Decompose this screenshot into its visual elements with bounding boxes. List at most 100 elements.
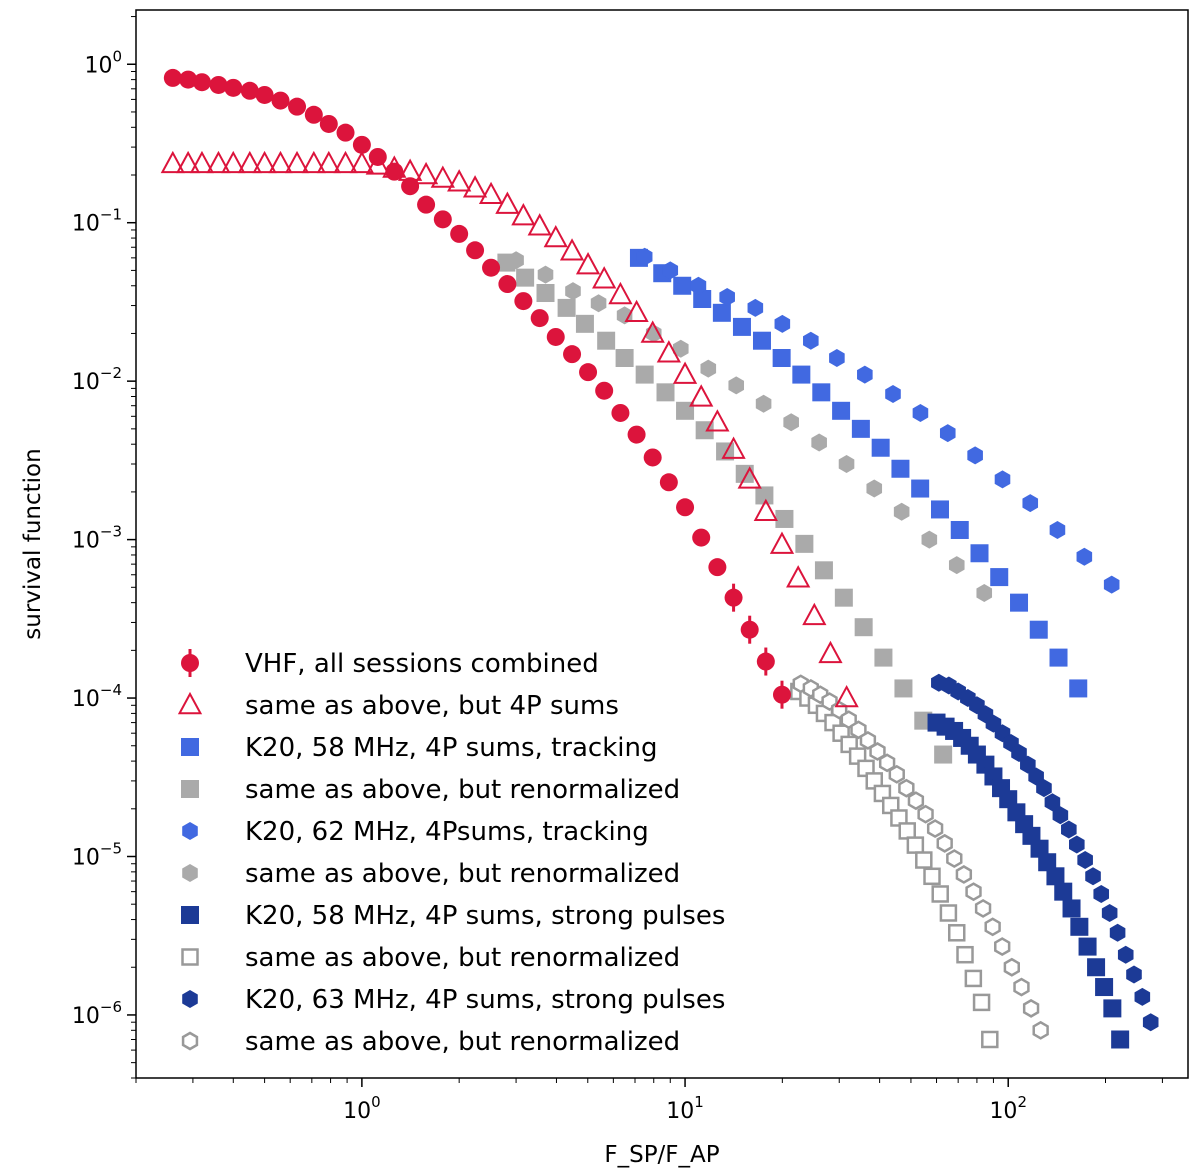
data-point — [284, 150, 310, 174]
data-point — [946, 849, 963, 869]
data-point — [447, 169, 472, 192]
data-point — [994, 937, 1011, 957]
data-point — [1069, 835, 1085, 854]
data-point — [627, 425, 646, 444]
data-point — [1028, 767, 1044, 786]
data-point — [662, 261, 679, 280]
data-point — [1142, 1013, 1159, 1032]
data-point — [871, 438, 890, 457]
data-point — [1038, 853, 1057, 872]
data-point — [179, 70, 198, 89]
data-point — [970, 544, 989, 563]
series-7 — [790, 682, 999, 1049]
data-point — [984, 917, 1001, 937]
y-tick-label: 10−3 — [72, 523, 122, 554]
data-point — [708, 558, 727, 577]
data-point — [176, 150, 201, 174]
legend-label: same as above, but 4P sums — [245, 691, 619, 721]
data-point — [635, 365, 654, 384]
data-point — [786, 565, 811, 588]
data-point — [592, 266, 617, 289]
data-point — [563, 345, 582, 364]
data-point — [579, 363, 598, 382]
data-point — [516, 268, 535, 287]
data-point — [990, 568, 1009, 587]
data-point — [1070, 917, 1089, 936]
data-point — [775, 509, 794, 528]
y-tick-label: 10−5 — [72, 839, 122, 870]
data-point — [608, 281, 633, 305]
legend-marker — [177, 691, 203, 715]
data-point — [450, 224, 469, 243]
data-point — [690, 276, 707, 295]
x-axis-ticks: 100 101 102 — [135, 1078, 1163, 1124]
data-point — [740, 620, 759, 639]
plot-area — [160, 68, 1159, 1049]
data-point — [192, 73, 211, 92]
data-point — [527, 213, 552, 236]
data-point — [1085, 867, 1101, 886]
data-point — [774, 314, 791, 333]
data-point — [891, 459, 910, 478]
y-tick-label: 10−1 — [72, 206, 122, 237]
legend-label: K20, 58 MHz, 4P sums, tracking — [245, 733, 657, 763]
data-point — [834, 588, 853, 607]
data-point — [724, 588, 743, 607]
data-point — [859, 731, 877, 750]
data-point — [917, 804, 934, 824]
data-point — [955, 865, 973, 884]
data-point — [221, 150, 246, 174]
data-point — [721, 436, 746, 459]
data-point — [689, 384, 714, 407]
data-point — [838, 455, 855, 473]
data-point — [829, 349, 845, 367]
data-point — [656, 340, 681, 363]
data-point — [735, 464, 754, 483]
data-point — [1011, 744, 1027, 762]
data-point — [948, 924, 966, 942]
data-point — [712, 303, 731, 322]
data-point — [209, 75, 228, 94]
data-point — [1013, 977, 1030, 997]
data-point — [772, 685, 791, 704]
data-point — [811, 433, 827, 452]
legend-label: K20, 58 MHz, 4P sums, strong pulses — [245, 901, 725, 931]
data-point — [365, 152, 390, 175]
data-point — [224, 78, 243, 97]
data-point — [1052, 806, 1069, 825]
data-point — [693, 289, 712, 308]
data-point — [1076, 547, 1093, 566]
data-point — [433, 210, 452, 229]
data-point — [252, 150, 277, 174]
data-point — [413, 161, 439, 185]
data-point — [1087, 958, 1106, 977]
data-point — [850, 720, 867, 740]
data-point — [1061, 820, 1077, 839]
data-point — [1046, 867, 1065, 886]
series-3 — [497, 253, 953, 764]
legend-marker — [181, 948, 199, 966]
data-point — [1003, 957, 1020, 977]
data-point — [543, 224, 568, 248]
data-point — [514, 292, 533, 311]
data-point — [732, 317, 751, 336]
data-point — [304, 105, 323, 124]
data-point — [319, 114, 338, 133]
data-point — [206, 150, 231, 174]
data-point — [939, 424, 956, 443]
data-point — [537, 265, 554, 284]
data-point — [931, 885, 949, 903]
data-point — [1103, 999, 1122, 1018]
data-point — [466, 241, 485, 260]
data-point — [333, 150, 358, 174]
data-point — [462, 175, 488, 198]
data-point — [915, 851, 933, 869]
data-point — [994, 470, 1011, 489]
data-point — [1062, 899, 1081, 918]
data-point — [972, 993, 991, 1012]
data-point — [268, 150, 293, 174]
data-point — [557, 298, 576, 317]
data-point — [673, 276, 692, 295]
data-point — [643, 448, 662, 467]
data-point — [812, 383, 831, 402]
